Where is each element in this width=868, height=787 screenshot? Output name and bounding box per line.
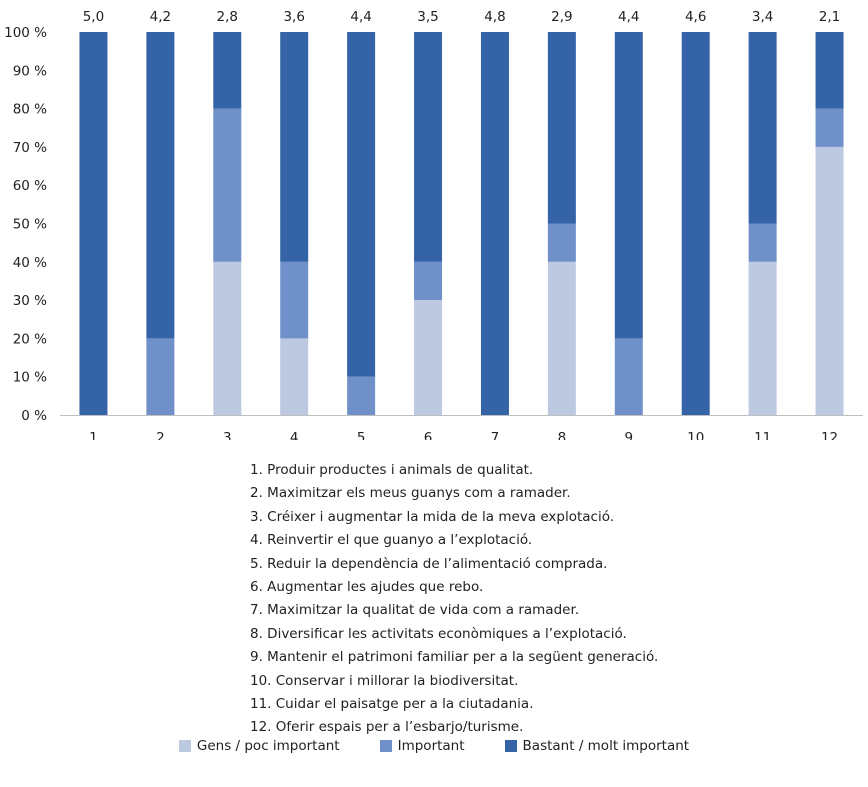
bar-segment: [681, 32, 710, 415]
bar-segment: [815, 32, 844, 109]
note-item: 4. Reinvertir el que guanyo a l’explotac…: [250, 532, 533, 549]
y-tick-label: 80 %: [13, 102, 47, 118]
bar-segment: [480, 32, 509, 415]
legend-swatch: [178, 740, 191, 752]
y-tick-label: 20 %: [13, 331, 47, 347]
y-tick-label: 60 %: [13, 178, 47, 194]
bar-segment: [347, 376, 376, 415]
note-item: 3. Créixer i augmentar la mida de la mev…: [250, 508, 615, 525]
bar-segment: [414, 261, 443, 301]
y-tick-label: 30 %: [13, 293, 47, 309]
legend-label: Bastant / molt important: [522, 738, 690, 754]
bar-segment: [414, 32, 443, 262]
bar-segment: [79, 32, 108, 415]
data-label: 2,9: [551, 9, 572, 25]
bar-segment: [748, 32, 777, 224]
x-tick-label: 12: [821, 430, 838, 440]
bar-segment: [547, 32, 576, 224]
note-item: 1. Produir productes i animals de qualit…: [250, 462, 534, 478]
bar-segment: [280, 261, 309, 339]
bar-segment: [815, 146, 844, 415]
x-axis: 1 2 3 4 5 6 7 8 9 10 11 12: [89, 430, 838, 440]
note-item: 6. Augmentar les ajudes que rebo.: [250, 579, 484, 596]
bar-segment: [347, 32, 376, 377]
category-notes: 1. Produir productes i animals de qualit…: [250, 459, 658, 740]
data-label: 4,6: [685, 9, 706, 25]
data-label: 5,0: [83, 9, 104, 25]
legend: Gens / poc important Important Bastant /…: [0, 738, 868, 754]
bar-segment: [146, 338, 175, 415]
y-tick-label: 10 %: [13, 370, 47, 386]
note-item: 12. Oferir espais per a l’esbarjo/turism…: [250, 719, 524, 736]
data-label: 4,4: [618, 9, 639, 25]
bar-segment: [748, 223, 777, 262]
note-item: 11. Cuidar el paisatge per a la ciutadan…: [250, 696, 534, 713]
x-tick-label: 3: [223, 430, 232, 440]
y-tick-label: 50 %: [13, 217, 47, 233]
legend-swatch: [504, 740, 517, 752]
bar-segment: [748, 261, 777, 415]
x-tick-label: 1: [89, 430, 98, 440]
data-label: 2,1: [819, 9, 840, 25]
data-label: 3,6: [283, 9, 304, 25]
data-label: 4,4: [350, 9, 371, 25]
bar-segment: [547, 223, 576, 262]
note-item: 7. Maximitzar la qualitat de vida com a …: [250, 602, 580, 619]
average-labels: 5,0 4,2 2,8 3,6 4,4 3,5 4,8 2,9 4,4 4,6 3,4 2,1: [83, 9, 841, 25]
x-tick-label: 5: [357, 430, 366, 440]
bar-segment: [280, 32, 309, 262]
bar-segment: [213, 108, 242, 262]
legend-swatch: [379, 740, 392, 752]
note-item: 5. Reduir la dependència de l’alimentaci…: [250, 555, 608, 572]
legend-item-low: Gens / poc important: [178, 738, 340, 754]
x-tick-label: 6: [424, 430, 433, 440]
note-item: 8. Diversificar les activitats econòmiqu…: [250, 625, 627, 642]
x-tick-label: 2: [156, 430, 165, 440]
x-tick-label: 11: [754, 430, 771, 440]
y-axis: 0 % 10 % 20 % 30 % 40 % 50 % 60 % 70 % 80 % 90 % 1…: [4, 25, 47, 424]
x-tick-label: 10: [687, 430, 704, 440]
data-label: 2,8: [217, 9, 238, 25]
bar-segment: [146, 32, 175, 339]
stacked-bar-chart: 0 % 10 % 20 % 30 % 40 % 50 % 60 % 70 % 80 % 90 % 1…: [4, 9, 863, 440]
data-label: 4,8: [484, 9, 505, 25]
x-tick-label: 9: [624, 430, 633, 440]
data-label: 4,2: [150, 9, 171, 25]
y-tick-label: 90 %: [13, 63, 47, 79]
y-tick-label: 0 %: [21, 408, 47, 424]
bar-segment: [213, 32, 242, 109]
bar-segment: [815, 108, 844, 147]
data-label: 3,4: [752, 9, 773, 25]
x-tick-label: 7: [491, 430, 500, 440]
y-tick-label: 40 %: [13, 255, 47, 271]
bar-segment: [614, 338, 643, 415]
y-tick-label: 100 %: [4, 25, 47, 41]
data-label: 3,5: [417, 9, 438, 25]
bar-segment: [614, 32, 643, 339]
y-tick-label: 70 %: [13, 140, 47, 156]
bars: [79, 32, 844, 415]
legend-label: Gens / poc important: [196, 738, 340, 754]
bar-segment: [213, 261, 242, 415]
bar-segment: [280, 338, 309, 415]
note-item: 9. Mantenir el patrimoni familiar per a …: [250, 649, 659, 666]
bar-segment: [547, 261, 576, 415]
note-item: 10. Conservar i millorar la biodiversita…: [250, 672, 519, 689]
legend-label: Important: [397, 738, 465, 754]
bar-segment: [414, 300, 443, 415]
legend-item-mid: Important: [379, 738, 465, 754]
note-item: 2. Maximitzar els meus guanys com a rama…: [250, 485, 571, 502]
legend-item-high: Bastant / molt important: [504, 738, 690, 754]
x-tick-label: 4: [290, 430, 299, 440]
x-tick-label: 8: [558, 430, 567, 440]
